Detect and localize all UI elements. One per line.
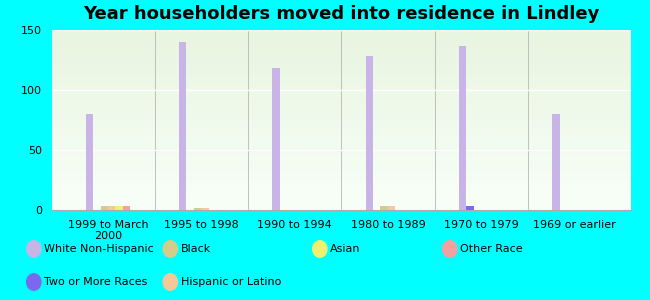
Text: Other Race: Other Race	[460, 244, 523, 254]
Bar	[116, 206, 123, 210]
Text: Asian: Asian	[330, 244, 361, 254]
Bar	[101, 206, 108, 210]
Bar	[552, 114, 560, 210]
Text: White Non-Hispanic: White Non-Hispanic	[44, 244, 154, 254]
Bar	[179, 42, 187, 210]
Text: Hispanic or Latino: Hispanic or Latino	[181, 277, 281, 287]
Text: Two or More Races: Two or More Races	[44, 277, 148, 287]
Title: Year householders moved into residence in Lindley: Year householders moved into residence i…	[83, 5, 599, 23]
Bar	[466, 206, 474, 210]
Bar	[380, 206, 388, 210]
Bar	[123, 206, 131, 210]
Text: Black: Black	[181, 244, 211, 254]
Bar	[108, 206, 116, 210]
Bar	[86, 114, 93, 210]
Bar	[194, 208, 202, 210]
Bar	[202, 208, 209, 210]
Bar	[388, 206, 395, 210]
Bar	[365, 56, 373, 210]
Bar	[459, 46, 466, 210]
Bar	[272, 68, 280, 210]
